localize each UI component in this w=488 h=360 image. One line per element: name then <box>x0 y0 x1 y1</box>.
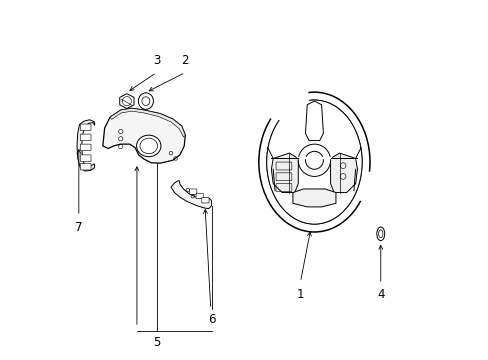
Polygon shape <box>110 108 185 137</box>
Text: 3: 3 <box>153 54 160 67</box>
Ellipse shape <box>136 135 161 157</box>
FancyBboxPatch shape <box>80 144 91 150</box>
Polygon shape <box>292 189 335 207</box>
Text: 4: 4 <box>376 288 384 301</box>
Text: 2: 2 <box>181 54 189 67</box>
Ellipse shape <box>266 100 362 224</box>
FancyBboxPatch shape <box>202 198 208 203</box>
Polygon shape <box>102 108 185 163</box>
FancyBboxPatch shape <box>80 155 91 161</box>
Polygon shape <box>330 153 357 193</box>
Polygon shape <box>120 94 134 108</box>
Ellipse shape <box>376 227 384 240</box>
Text: 7: 7 <box>75 221 82 234</box>
Polygon shape <box>171 181 211 209</box>
Ellipse shape <box>258 92 369 232</box>
Text: 6: 6 <box>207 313 215 326</box>
FancyBboxPatch shape <box>80 163 91 170</box>
FancyBboxPatch shape <box>189 189 196 194</box>
Polygon shape <box>305 101 323 140</box>
FancyBboxPatch shape <box>196 193 203 199</box>
Circle shape <box>298 144 330 176</box>
FancyBboxPatch shape <box>80 124 91 131</box>
Ellipse shape <box>138 93 153 109</box>
Polygon shape <box>77 120 94 171</box>
FancyBboxPatch shape <box>80 134 91 140</box>
Text: 1: 1 <box>296 288 304 301</box>
Text: 5: 5 <box>153 336 160 349</box>
Polygon shape <box>271 153 298 193</box>
